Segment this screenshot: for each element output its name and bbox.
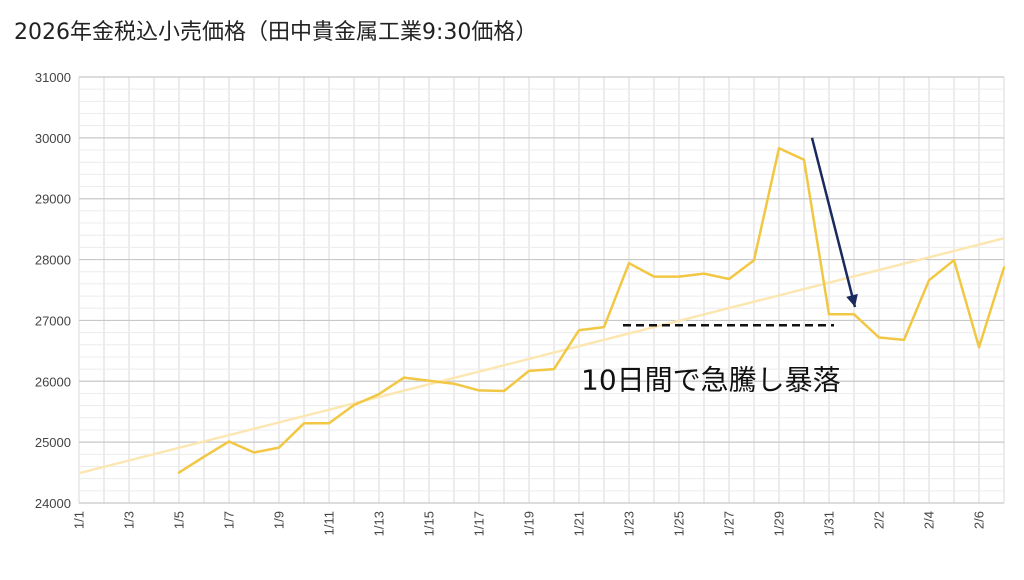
y-tick-label: 28000 [35, 253, 71, 268]
x-tick-label: 2/6 [972, 511, 987, 529]
x-tick-label: 2/4 [922, 511, 937, 529]
x-tick-label: 2/2 [872, 511, 887, 529]
trendline-layer [78, 237, 1005, 475]
y-tick-label: 25000 [35, 435, 71, 450]
x-axis-tick-labels: 1/1 1/3 1/5 1/7 1/9 1/11 1/13 1/15 1/17 1/19 1/21 1… [72, 511, 987, 536]
x-tick-label: 1/29 [772, 511, 787, 536]
grid-lines [78, 76, 1005, 504]
x-tick-label: 1/17 [472, 511, 487, 536]
x-tick-label: 1/21 [572, 511, 587, 536]
x-tick-label: 1/23 [622, 511, 637, 536]
y-tick-label: 29000 [35, 192, 71, 207]
y-tick-label: 31000 [35, 70, 71, 85]
annotation-arrow-shaft [810, 137, 857, 308]
x-tick-label: 1/1 [72, 511, 87, 529]
x-tick-label: 1/9 [272, 511, 287, 529]
x-tick-label: 1/5 [172, 511, 187, 529]
annotation-arrow-head [846, 293, 858, 308]
x-tick-label: 1/13 [372, 511, 387, 536]
series-layer [177, 146, 1006, 474]
x-tick-label: 1/27 [722, 511, 737, 536]
x-tick-label: 1/7 [222, 511, 237, 529]
annotation-layer: 10日間で急騰し暴落 [581, 137, 858, 396]
annotation-text: 10日間で急騰し暴落 [581, 363, 841, 396]
x-tick-label: 1/25 [672, 511, 687, 536]
x-tick-label: 1/15 [422, 511, 437, 536]
trendline [78, 237, 1005, 475]
series-line [177, 146, 1006, 474]
y-tick-label: 30000 [35, 131, 71, 146]
chart-title: 2026年金税込小売価格（田中貴金属工業9:30価格） [14, 20, 538, 45]
x-tick-label: 1/31 [822, 511, 837, 536]
y-tick-label: 27000 [35, 313, 71, 328]
y-tick-label: 24000 [35, 496, 71, 511]
y-axis-tick-labels: 24000 25000 26000 27000 28000 29000 30000 31000 [35, 70, 71, 511]
x-tick-label: 1/3 [122, 511, 137, 529]
y-tick-label: 26000 [35, 374, 71, 389]
x-tick-label: 1/19 [522, 511, 537, 536]
x-tick-label: 1/11 [322, 511, 337, 535]
